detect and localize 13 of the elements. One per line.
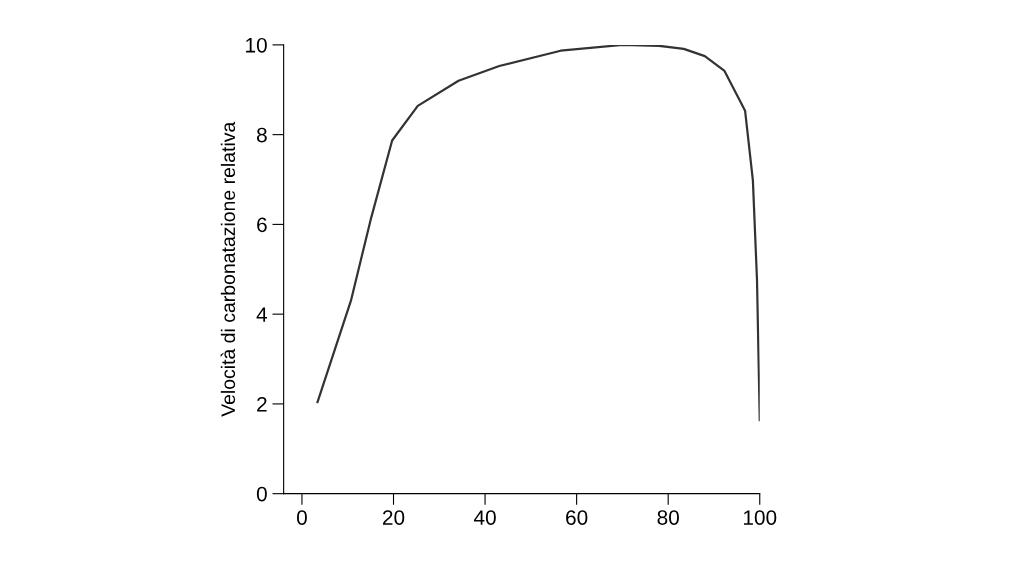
y-tick-label: 6 (257, 217, 267, 233)
x-tick-label: 0 (296, 510, 307, 525)
x-tick-label: 20 (382, 510, 405, 525)
y-tick-label: 0 (256, 486, 267, 502)
y-tick-label: 2 (257, 396, 267, 412)
y-tick-label: 8 (256, 127, 267, 143)
y-tick-label: 4 (256, 307, 268, 322)
x-tick-label: 80 (657, 510, 679, 525)
y-tick-label: 10 (246, 37, 267, 53)
x-tick-label: 100 (743, 510, 777, 525)
x-tick-label: 40 (473, 510, 496, 525)
y-axis-title: Velocità di carbonatazione relativa (220, 121, 236, 417)
x-tick-label: 60 (566, 510, 588, 525)
